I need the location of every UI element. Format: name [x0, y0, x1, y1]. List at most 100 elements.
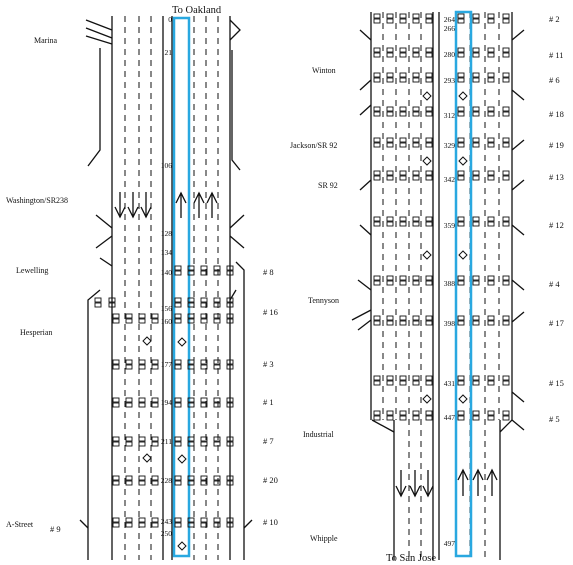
detector-square: [200, 402, 208, 408]
detector-square: [412, 380, 420, 386]
detector-square: [502, 137, 510, 143]
detector-square: [502, 320, 510, 326]
detector-square: [174, 441, 182, 447]
postmile-211: 211: [161, 437, 172, 446]
detector-square: [425, 137, 433, 143]
detector-square: [187, 270, 195, 276]
detector-square: [187, 475, 195, 481]
detector-square: [487, 380, 495, 386]
detector-square: [472, 275, 480, 281]
detector-square: [386, 380, 394, 386]
detector-square: [226, 359, 234, 365]
detector-square: [425, 47, 433, 53]
detector-square: [94, 297, 102, 303]
left-northbound-arrows: [175, 191, 218, 218]
detector-square: [457, 415, 465, 421]
detector-square: [412, 280, 420, 286]
detector-square: [487, 13, 495, 19]
detector-square: [412, 315, 420, 321]
detector-square: [457, 52, 465, 58]
detector-square: [151, 441, 159, 447]
detector-square: [412, 175, 420, 181]
detector-square: [213, 297, 221, 303]
detector-square: [174, 265, 182, 271]
detector-square: [487, 280, 495, 286]
detector-square: [174, 302, 182, 308]
detector-diamond: [458, 394, 468, 404]
detector-square: [472, 410, 480, 416]
detector-square: [373, 47, 381, 53]
detector-square: [386, 52, 394, 58]
street-label-whipple: Whipple: [310, 534, 338, 543]
left-freeway-segment: To Oakland: [6, 5, 278, 560]
detector-square: [386, 13, 394, 19]
station-label-4: # 4: [549, 279, 560, 289]
detector-square: [200, 436, 208, 442]
postmile-312: 312: [444, 111, 456, 120]
detector-square: [502, 216, 510, 222]
detector-square: [487, 320, 495, 326]
right-southbound-arrows: [395, 470, 434, 498]
left-road-lines: [79, 16, 253, 560]
detector-square: [472, 47, 480, 53]
detector-square: [125, 359, 133, 365]
postmile-177: 177: [161, 360, 173, 369]
detector-square: [425, 142, 433, 148]
detector-square: [457, 47, 465, 53]
postmile-160: 160: [161, 317, 173, 326]
detector-square: [112, 318, 120, 324]
station-label-13: # 13: [549, 172, 564, 182]
detector-square: [386, 175, 394, 181]
detector-square: [138, 475, 146, 481]
postmile-431: 431: [444, 379, 456, 388]
detector-square: [425, 221, 433, 227]
detector-square: [399, 142, 407, 148]
detector-square: [200, 522, 208, 528]
street-label-sr92: SR 92: [318, 181, 338, 190]
detector-square: [373, 375, 381, 381]
detector-square: [487, 221, 495, 227]
detector-square: [502, 52, 510, 58]
detector-square: [213, 517, 221, 523]
postmile-398: 398: [444, 319, 456, 328]
detector-square: [457, 280, 465, 286]
detector-square: [487, 52, 495, 58]
detector-square: [200, 265, 208, 271]
detector-square: [386, 47, 394, 53]
detector-square: [425, 375, 433, 381]
detector-square: [112, 364, 120, 370]
detector-square: [125, 318, 133, 324]
station-label-9: # 9: [50, 524, 61, 534]
detector-square: [425, 106, 433, 112]
postmile-388: 388: [444, 279, 456, 288]
street-label-a-street: A-Street: [6, 520, 34, 529]
street-label-marina: Marina: [34, 36, 58, 45]
detector-square: [487, 47, 495, 53]
detector-square: [200, 475, 208, 481]
station-label-15: # 15: [549, 378, 564, 388]
detector-square: [472, 137, 480, 143]
detector-square: [487, 106, 495, 112]
detector-square: [487, 72, 495, 78]
detector-square: [174, 480, 182, 486]
detector-square: [472, 170, 480, 176]
station-label-20: # 20: [263, 475, 278, 485]
detector-square: [213, 359, 221, 365]
detector-square: [373, 221, 381, 227]
detector-square: [457, 275, 465, 281]
detector-square: [386, 18, 394, 24]
detector-square: [187, 265, 195, 271]
detector-square: [472, 280, 480, 286]
detector-square: [457, 13, 465, 19]
postmile-280: 280: [444, 50, 456, 59]
detector-square: [187, 402, 195, 408]
detector-square: [213, 265, 221, 271]
postmile-497: 497: [444, 539, 456, 548]
detector-square: [187, 436, 195, 442]
detector-diamond: [422, 394, 432, 404]
detector-square: [472, 380, 480, 386]
detector-square: [200, 318, 208, 324]
detector-square: [472, 175, 480, 181]
detector-diamond: [177, 541, 187, 551]
